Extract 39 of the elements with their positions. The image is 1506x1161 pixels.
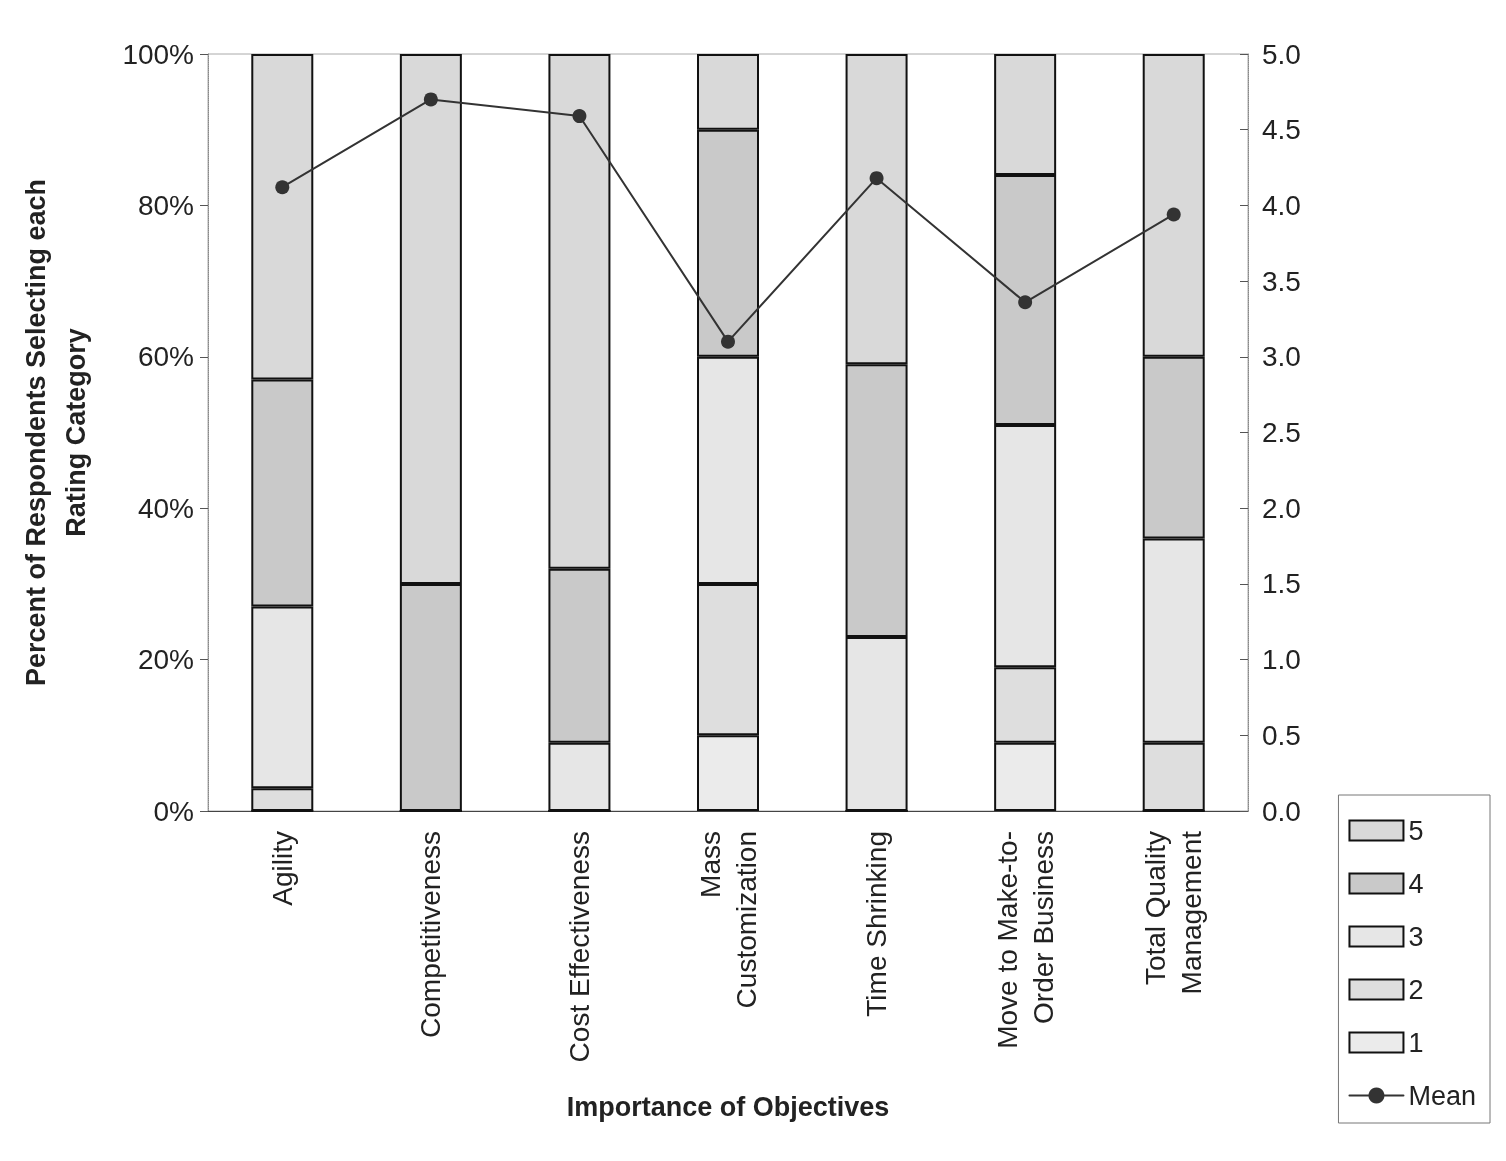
x-tick-label: Agility bbox=[266, 831, 298, 906]
point bbox=[869, 171, 884, 186]
legend-label: 2 bbox=[1408, 974, 1424, 1005]
y2-tick-label: 2.0 bbox=[1262, 492, 1301, 524]
y-tick-label: 40% bbox=[137, 492, 194, 524]
y2-tick-label: 5.0 bbox=[1262, 38, 1301, 70]
point bbox=[1166, 207, 1181, 222]
point bbox=[1018, 295, 1033, 310]
x-tick-label: Move to Make-to-Order Business bbox=[991, 831, 1059, 1049]
y-tick-label: 60% bbox=[137, 341, 194, 373]
y-tick-label: 20% bbox=[137, 644, 194, 676]
y-tick-label: 0% bbox=[153, 795, 194, 827]
x-tick-label: Competitiveness bbox=[415, 831, 447, 1038]
y-tick-label: 100% bbox=[122, 38, 194, 70]
y2-tick-label: 3.5 bbox=[1262, 265, 1301, 297]
y2-tick-label: 1.5 bbox=[1262, 568, 1301, 600]
y-axis-title: Percent of Respondents Selecting each Rating Category bbox=[21, 178, 91, 687]
x-tick-label: Time Shrinking bbox=[861, 831, 893, 1017]
x-tick-label: Mass Customization bbox=[694, 831, 762, 1009]
legend-label: 3 bbox=[1408, 921, 1424, 952]
y-tick-label: 80% bbox=[137, 189, 194, 221]
point bbox=[423, 92, 438, 107]
y2-tick-label: 3.0 bbox=[1262, 341, 1301, 373]
y2-tick-label: 0.5 bbox=[1262, 719, 1301, 751]
point bbox=[275, 180, 290, 195]
x-tick-label: Total Quality Management bbox=[1140, 830, 1208, 995]
legend-label: 1 bbox=[1408, 1027, 1424, 1058]
point bbox=[572, 109, 587, 124]
y2-tick-label: 1.0 bbox=[1262, 644, 1301, 676]
legend-label: 5 bbox=[1408, 815, 1424, 846]
legend-label: Mean bbox=[1408, 1080, 1477, 1111]
y2-tick-label: 2.5 bbox=[1262, 417, 1301, 448]
y2-tick-label: 0.0 bbox=[1262, 795, 1301, 827]
x-tick-label: Cost Effectiveness bbox=[563, 831, 595, 1063]
x-axis-title: Importance of Objectives bbox=[566, 1091, 890, 1122]
y2-tick-label: 4.5 bbox=[1262, 114, 1301, 146]
legend-label: 4 bbox=[1408, 868, 1424, 899]
y2-tick-label: 4.0 bbox=[1262, 189, 1301, 221]
point bbox=[721, 334, 735, 349]
